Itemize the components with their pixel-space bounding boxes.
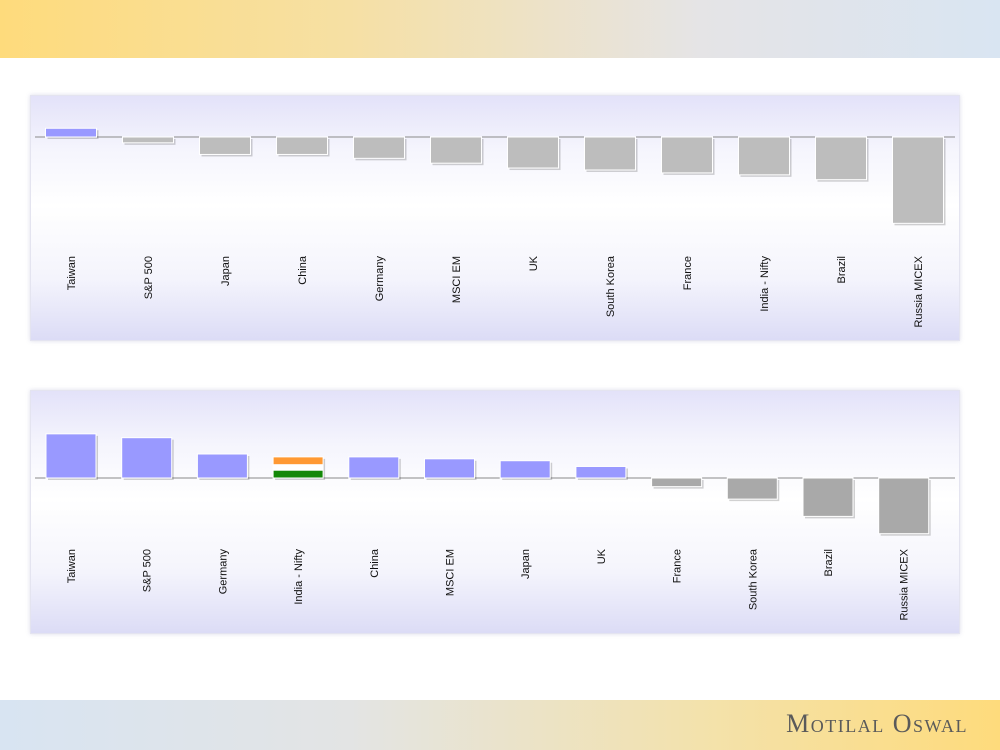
bar-japan — [499, 460, 551, 479]
bar-france — [651, 477, 703, 488]
tick-label-france: France — [682, 256, 694, 290]
bar-germany — [353, 136, 405, 159]
tick-label-s-p-500: S&P 500 — [143, 256, 155, 299]
chart-panel-1: Taiwan S&P 500 Japan China Germany MSCI EM UK S… — [30, 95, 960, 341]
bar-russia-micex — [892, 136, 944, 224]
bar-south-korea — [584, 136, 636, 171]
bar-brazil — [815, 136, 867, 181]
bar-india-nifty — [738, 136, 790, 176]
header-band — [0, 0, 1000, 58]
tick-label-france: France — [672, 549, 684, 583]
bar-uk — [507, 136, 559, 169]
tick-label-russia-micex: Russia MICEX — [899, 548, 911, 620]
tick-label-germany: Germany — [374, 256, 386, 302]
tick-label-india-nifty: India - Nifty — [293, 549, 305, 605]
tick-label-china: China — [369, 548, 381, 578]
tick-label-china: China — [297, 255, 309, 285]
tick-label-s-p-500: S&P 500 — [142, 549, 154, 592]
bar-russia-micex — [878, 477, 930, 535]
bar-china — [276, 136, 328, 155]
tick-label-taiwan: Taiwan — [66, 256, 78, 290]
bar-msci-em — [424, 458, 475, 479]
tick-label-taiwan: Taiwan — [66, 549, 78, 583]
bar-brazil — [802, 477, 854, 517]
tick-label-south-korea: South Korea — [605, 255, 617, 317]
bar-uk — [575, 465, 627, 479]
tick-label-japan: Japan — [520, 549, 532, 579]
tick-label-uk: UK — [596, 548, 608, 564]
brand-logo: Motilal Oswal — [786, 709, 968, 738]
tick-label-brazil: Brazil — [836, 256, 848, 284]
bar-taiwan — [45, 127, 97, 138]
bar-s-p-500 — [121, 437, 173, 479]
tick-label-south-korea: South Korea — [747, 548, 759, 610]
tick-label-msci-em: MSCI EM — [451, 256, 463, 303]
tick-label-india-nifty: India - Nifty — [759, 256, 771, 312]
bar-japan — [199, 136, 251, 155]
bar-chart-2: Taiwan S&P 500 Germany India - Nifty China MS… — [35, 433, 955, 621]
bar-france — [661, 136, 713, 174]
footer-band — [0, 700, 1000, 750]
bar-s-p-500 — [122, 136, 174, 144]
tick-label-msci-em: MSCI EM — [445, 549, 457, 596]
bar-india-nifty — [272, 456, 324, 479]
tick-label-uk: UK — [528, 255, 540, 271]
bar-germany — [196, 453, 248, 479]
tick-label-russia-micex: Russia MICEX — [913, 255, 925, 327]
bar-msci-em — [430, 136, 482, 164]
bar-taiwan — [45, 433, 97, 479]
bar-chart-1: Taiwan S&P 500 Japan China Germany MSCI EM UK S… — [35, 127, 955, 328]
chart-panel-2: Taiwan S&P 500 Germany India - Nifty China MS… — [30, 390, 960, 634]
tick-label-brazil: Brazil — [823, 549, 835, 577]
bar-china — [348, 456, 400, 479]
tick-label-germany: Germany — [217, 549, 229, 595]
bar-south-korea — [726, 477, 778, 500]
tick-label-japan: Japan — [220, 256, 232, 286]
